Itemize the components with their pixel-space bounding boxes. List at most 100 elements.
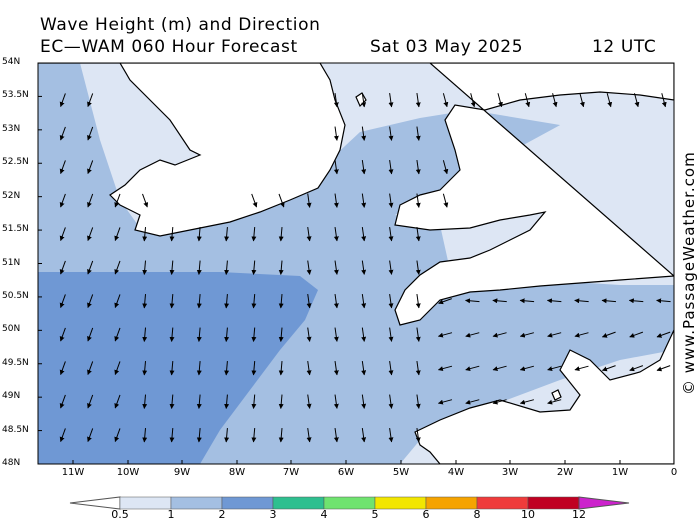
wave-direction-arrow: [114, 361, 121, 376]
wave-direction-arrow: [415, 360, 421, 376]
wave-direction-arrow: [251, 193, 258, 208]
wave-direction-arrow: [465, 332, 480, 338]
wave-direction-arrow: [361, 360, 367, 376]
wave-direction-arrow: [251, 293, 257, 309]
wave-direction-arrow: [59, 260, 66, 275]
wave-direction-arrow: [196, 394, 202, 409]
wave-direction-arrow: [142, 327, 148, 342]
wave-direction-arrow: [442, 160, 449, 175]
wave-direction-arrow: [114, 193, 121, 208]
legend-label: 3: [269, 508, 277, 521]
france-land: [414, 329, 674, 464]
wave-direction-arrow: [59, 428, 66, 443]
wave-direction-arrow: [415, 92, 421, 108]
wave-direction-arrow: [224, 260, 230, 275]
latitude-label: 51.5N: [2, 224, 29, 235]
wave-direction-arrow: [169, 427, 175, 443]
land-areas: [38, 63, 674, 464]
wave-direction-arrow: [492, 332, 507, 338]
wave-direction-arrow: [333, 126, 339, 141]
wave-direction-arrow: [251, 360, 257, 376]
wave-direction-arrow: [388, 226, 394, 242]
wave-direction-arrow: [169, 260, 175, 275]
wave-direction-arrow: [415, 394, 421, 409]
wave-direction-arrow: [224, 394, 230, 409]
longitude-label: 2W: [556, 467, 574, 478]
wave-direction-arrow: [388, 92, 394, 108]
wave-direction-arrow: [415, 126, 421, 141]
wave-direction-arrow: [169, 394, 175, 409]
longitude-label: 5W: [392, 467, 410, 478]
wave-direction-arrow: [333, 92, 339, 108]
wave-direction-arrow: [601, 298, 617, 304]
wave-direction-arrow: [333, 260, 339, 275]
wave-direction-arrow: [251, 260, 257, 275]
wave-direction-arrow: [114, 260, 121, 275]
longitude-label: 11W: [61, 467, 85, 478]
wave-direction-arrow: [415, 327, 421, 342]
wave-direction-arrow: [547, 365, 562, 372]
wave-direction-arrow: [388, 427, 394, 443]
longitude-label: 9W: [173, 467, 191, 478]
wave-direction-arrow: [656, 365, 671, 372]
wave-direction-arrow: [497, 93, 503, 108]
wave-direction-arrow: [333, 193, 339, 208]
wave-direction-arrow: [519, 298, 535, 304]
site-credit: © www.PassageWeather.com: [680, 151, 698, 395]
wave-direction-arrow: [442, 93, 449, 108]
wave-direction-arrow: [442, 193, 449, 208]
wave-direction-arrow: [196, 427, 202, 443]
wave-direction-arrow: [251, 427, 257, 443]
wave-direction-arrow: [546, 298, 562, 304]
wave-direction-arrow: [437, 332, 453, 338]
wave-direction-arrow: [114, 294, 121, 309]
wave-direction-arrow: [87, 394, 94, 409]
legend-label: 6: [422, 508, 430, 521]
wave-direction-arrow: [656, 331, 671, 338]
wave-direction-arrow: [437, 399, 453, 405]
wave-direction-arrow: [87, 428, 94, 443]
legend-label: 8: [473, 508, 481, 521]
wave-direction-arrow: [465, 399, 480, 405]
wave-direction-arrow: [388, 293, 394, 309]
wave-direction-arrow: [519, 399, 534, 405]
wave-direction-arrow: [196, 293, 202, 309]
wave-direction-arrow: [278, 427, 284, 443]
wave-direction-arrow: [87, 160, 94, 175]
wave-direction-arrow: [579, 93, 585, 108]
wave-direction-arrow: [470, 93, 476, 108]
wave-direction-arrow: [628, 298, 644, 304]
longitude-label: 8W: [228, 467, 246, 478]
wave-direction-arrow: [306, 260, 312, 275]
wave-direction-arrow: [656, 298, 671, 304]
valid-date-label: Sat 03 May 2025: [370, 37, 524, 57]
wave-direction-arrow: [415, 193, 421, 208]
longitude-label: 10W: [116, 467, 140, 478]
legend-band-above-max: [578, 496, 630, 510]
latitude-label: 49N: [2, 391, 21, 402]
wave-direction-arrow: [278, 360, 284, 376]
wave-direction-arrow: [59, 327, 66, 342]
wave-direction-arrow: [361, 293, 367, 309]
wave-direction-arrow: [278, 260, 284, 275]
wave-direction-arrow: [224, 427, 230, 443]
wave-direction-arrow: [142, 427, 148, 443]
legend-label: 12: [572, 508, 586, 521]
wave-direction-arrow: [388, 327, 394, 342]
wave-direction-arrow: [492, 365, 507, 372]
wave-direction-arrow: [169, 226, 175, 242]
wave-direction-arrows: [59, 92, 671, 443]
wave-direction-arrow: [574, 332, 589, 338]
wave-direction-arrow: [251, 226, 257, 242]
wave-direction-arrow: [224, 293, 230, 309]
wave-direction-arrow: [196, 226, 202, 242]
wave-direction-arrow: [306, 226, 312, 242]
map-title: Wave Height (m) and Direction: [40, 15, 321, 35]
wave-direction-arrow: [388, 360, 394, 376]
wave-direction-arrow: [415, 293, 421, 309]
wave-direction-arrow: [306, 293, 312, 309]
longitude-label: 3W: [501, 467, 519, 478]
wave-direction-arrow: [333, 394, 339, 409]
latitude-label: 52.5N: [2, 157, 29, 168]
latitude-label: 48.5N: [2, 424, 29, 435]
